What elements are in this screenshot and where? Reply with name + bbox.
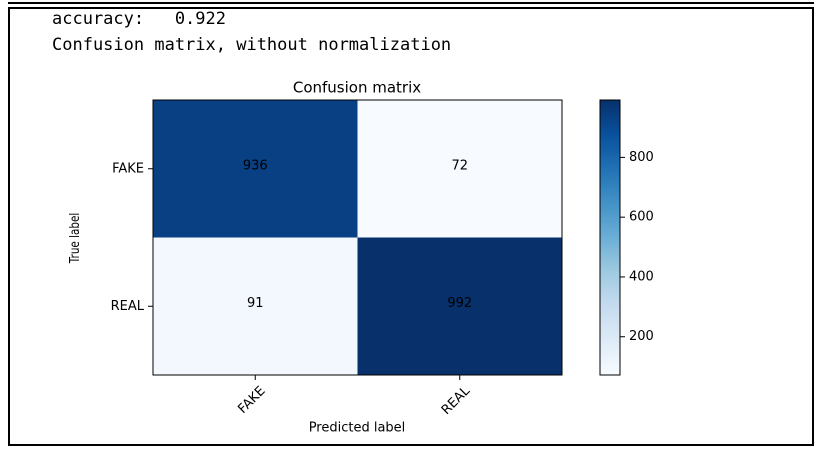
cell-label: 91 (247, 296, 264, 311)
colorbar (599, 99, 621, 376)
chart-title: Confusion matrix (293, 79, 421, 97)
colorbar-tick-label: 200 (629, 329, 654, 344)
heatmap-cell (357, 237, 562, 375)
output-line: accuracy: 0.922 (52, 9, 226, 29)
frame (8, 7, 814, 446)
colorbar-tick-label: 800 (629, 150, 654, 165)
heatmap-cell (153, 237, 358, 375)
cell-label: 936 (243, 158, 268, 173)
plot-frame (152, 99, 563, 376)
cell-label: 72 (451, 158, 468, 173)
heatmap-cell (153, 100, 358, 238)
x-axis-label: Predicted label (309, 421, 406, 436)
y-tick-label: FAKE (112, 161, 144, 176)
colorbar-tick-label: 400 (629, 269, 654, 284)
y-axis-label: True label (67, 213, 82, 264)
colorbar-tick-label: 600 (629, 210, 654, 225)
output-line: Confusion matrix, without normalization (52, 35, 451, 55)
cell-label: 992 (447, 296, 472, 311)
y-tick-label: REAL (111, 299, 145, 314)
heatmap-cell (357, 100, 562, 238)
